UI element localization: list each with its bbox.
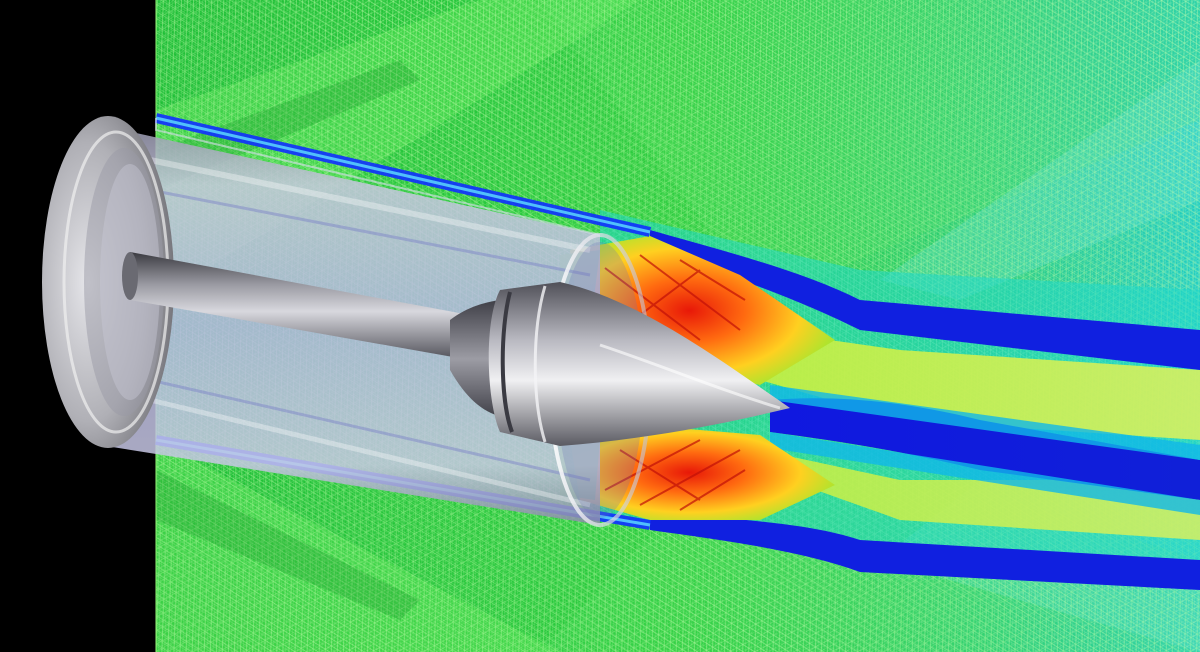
- rod: [122, 252, 470, 360]
- bullet: [450, 282, 790, 446]
